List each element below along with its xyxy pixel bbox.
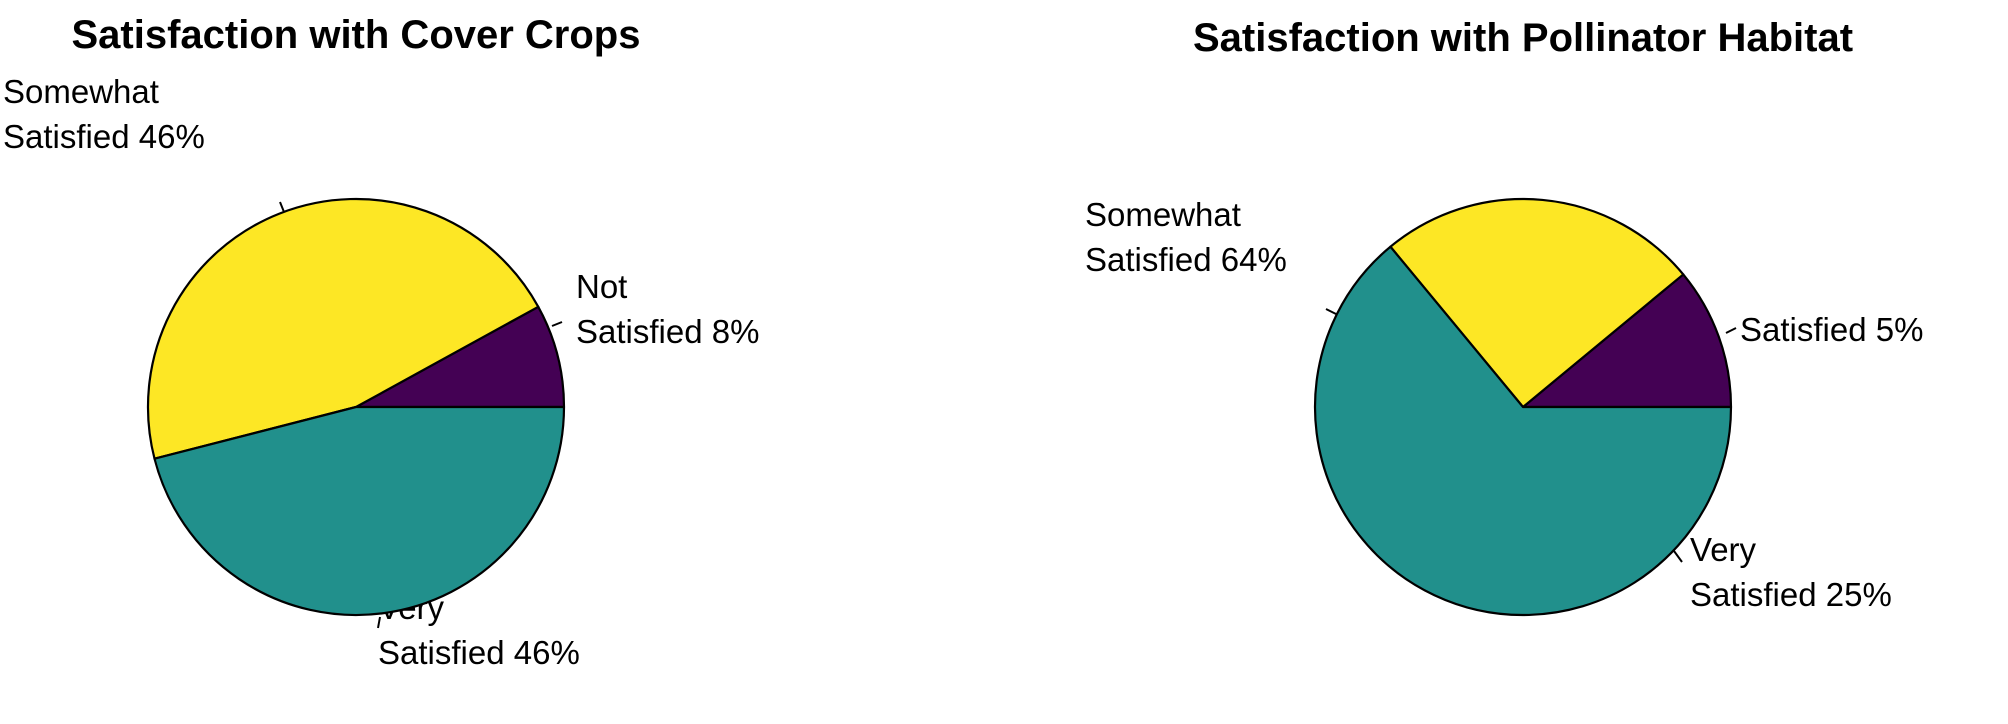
pie-chart-pollinator-habitat: Satisfaction with Pollinator Habitat Sat… xyxy=(1085,16,1923,617)
label-leader-line xyxy=(279,201,285,213)
chart-title: Satisfaction with Pollinator Habitat xyxy=(1193,16,1853,60)
pie-slice-somewhat-satisfied-64 xyxy=(1313,245,1733,617)
slice-label: Satisfied 5% xyxy=(1740,311,1923,348)
pie-chart-cover-crops: Satisfaction with Cover Crops Not Satisfi… xyxy=(3,13,759,671)
pie-slice-very-satisfied-25 xyxy=(1389,197,1685,409)
slice-label: Not xyxy=(576,268,627,305)
label-leader-line xyxy=(377,616,381,629)
pie-slice-somewhat-satisfied-46 xyxy=(153,405,566,617)
pie-slice-very-satisfied-46 xyxy=(146,197,540,460)
chart-title: Satisfaction with Cover Crops xyxy=(72,13,641,57)
slice-label: Satisfied 46% xyxy=(3,118,205,155)
label-leader-line xyxy=(1725,327,1737,334)
label-leader-line xyxy=(1325,308,1337,315)
slice-label: Satisfied 25% xyxy=(1690,576,1892,613)
slice-label: Satisfied 46% xyxy=(378,634,580,671)
slice-label: Somewhat xyxy=(1085,196,1241,233)
slice-label: Satisfied 64% xyxy=(1085,241,1287,278)
pie-slice-satisfied-5 xyxy=(1521,273,1733,409)
slice-label: Very xyxy=(1690,531,1757,568)
slice-label: Somewhat xyxy=(3,73,159,110)
pie-slice-not-satisfied-8 xyxy=(354,305,566,409)
slice-label: Satisfied 8% xyxy=(576,313,759,350)
label-leader-line xyxy=(1673,550,1683,563)
label-leader-line xyxy=(551,321,563,327)
